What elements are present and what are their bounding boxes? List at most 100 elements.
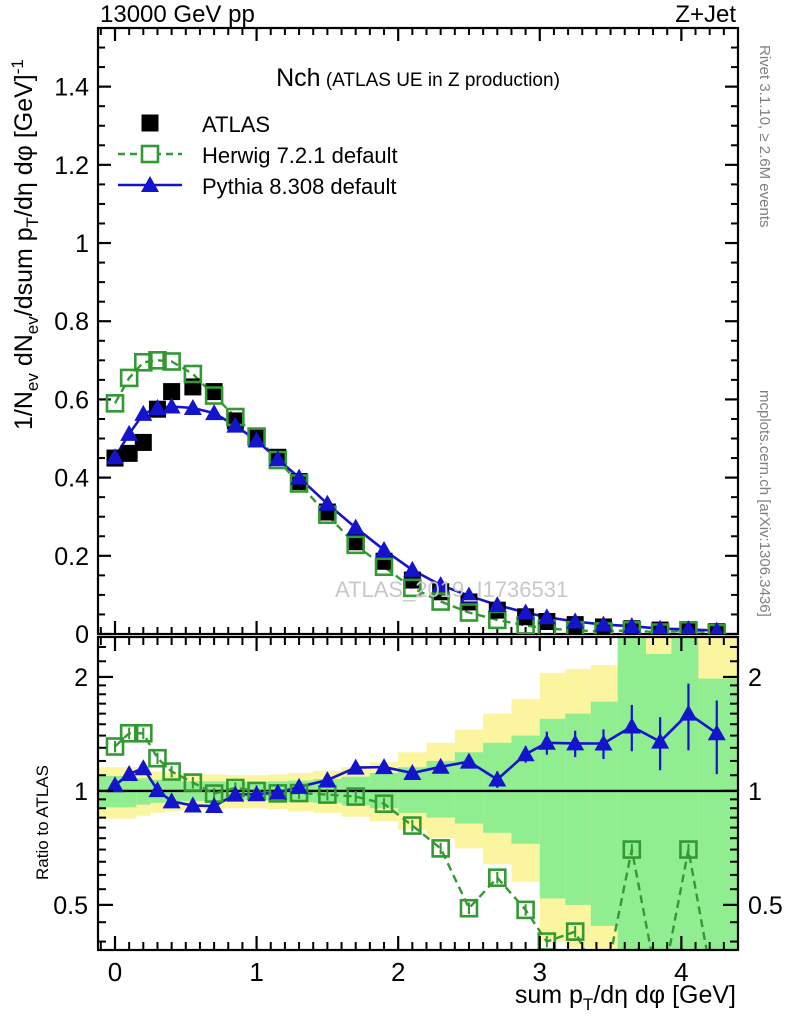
ratio-pythia-marker xyxy=(134,759,153,776)
ratio-herwig-marker xyxy=(374,794,394,814)
pythia-marker xyxy=(652,619,669,634)
ratio-herwig-marker xyxy=(134,723,153,743)
x-tick-label: 4 xyxy=(674,957,688,987)
pythia-marker xyxy=(375,540,394,557)
y-tick-label: 0.8 xyxy=(54,308,89,336)
pythia-marker xyxy=(290,468,309,485)
x-tick-label: 3 xyxy=(533,957,547,987)
x-tick-label: 2 xyxy=(391,957,405,987)
ratio-pythia-marker xyxy=(105,776,124,793)
legend-entry: Herwig 7.2.1 default xyxy=(118,143,398,168)
legend-pythia-marker xyxy=(141,176,159,192)
svg-text:1/Nev dNev/dsum pT/dη dφ [GeV: 1/Nev dNev/dsum pT/dη dφ [GeV]-1 xyxy=(8,59,42,430)
pythia-marker xyxy=(403,560,422,577)
ratio-y-tick-label: 1 xyxy=(74,778,88,806)
legend-herwig-marker xyxy=(140,144,160,164)
ratio-herwig-marker xyxy=(622,840,642,859)
pythia-marker xyxy=(346,518,365,535)
legend-entry: Pythia 8.308 default xyxy=(118,174,396,199)
ratio-pythia-marker xyxy=(679,704,698,721)
atlas-marker xyxy=(163,383,181,401)
ratio-pythia-marker xyxy=(148,781,167,798)
ratio-pythia-marker xyxy=(205,797,224,814)
pythia-marker xyxy=(537,608,556,625)
atlas-marker xyxy=(375,552,393,570)
y-tick-label: 0 xyxy=(75,621,89,649)
pythia-marker xyxy=(268,450,287,467)
ratio-herwig-line xyxy=(114,732,708,950)
y-tick-label: 1.2 xyxy=(54,152,89,180)
legend-label: ATLAS xyxy=(202,112,270,137)
herwig-marker xyxy=(374,557,394,577)
herwig-marker xyxy=(119,368,139,388)
pythia-marker xyxy=(318,494,337,511)
pythia-marker xyxy=(566,612,585,629)
dataset-watermark: ATLAS_2019_I1736531 xyxy=(335,577,568,602)
pythia-marker xyxy=(120,424,139,441)
herwig-marker xyxy=(204,386,224,405)
legend-label: Pythia 8.308 default xyxy=(202,174,396,199)
legend-atlas-marker xyxy=(141,114,159,132)
ratio-pythia-marker xyxy=(247,785,266,802)
pythia-marker xyxy=(709,621,724,634)
ratio-y-tick-label-right: 0.5 xyxy=(748,892,783,920)
ratio-pythia-marker xyxy=(488,770,507,787)
y-tick-label: 0.4 xyxy=(54,465,89,493)
ratio-herwig-marker xyxy=(148,748,167,768)
herwig-marker xyxy=(459,603,479,622)
header-beam-label: 13000 GeV pp xyxy=(100,1,255,28)
ratio-y-tick-label-right: 2 xyxy=(748,664,762,692)
main-plot-title: Nch (ATLAS UE in Z production) xyxy=(276,64,560,92)
atlas-marker xyxy=(120,444,138,462)
ratio-herwig-marker xyxy=(105,737,125,756)
ratio-pythia-marker xyxy=(651,732,670,749)
y-tick-label: 0.2 xyxy=(54,543,89,571)
herwig-marker xyxy=(183,364,203,384)
side-label-rivet: Rivet 3.1.10, ≥ 2.6M events xyxy=(756,45,773,228)
ratio-pythia-marker xyxy=(183,796,202,813)
legend-entry: ATLAS xyxy=(141,112,270,137)
ratio-herwig-marker xyxy=(459,898,479,918)
x-axis-title: sum pT/dη dφ [GeV] xyxy=(515,981,736,1014)
herwig-marker xyxy=(148,351,167,370)
ratio-y-axis-title: Ratio to ATLAS xyxy=(33,765,52,880)
ratio-y-tick-label-right: 1 xyxy=(748,778,762,806)
herwig-marker xyxy=(134,352,153,372)
pythia-marker xyxy=(594,615,613,632)
herwig-marker xyxy=(162,352,181,371)
ratio-pythia-marker xyxy=(594,734,613,751)
herwig-marker xyxy=(403,578,422,598)
ratio-panel-frame xyxy=(96,635,740,952)
ratio-pythia-marker xyxy=(120,765,139,782)
y-tick-label: 0.6 xyxy=(54,386,89,414)
ratio-herwig-marker xyxy=(162,762,181,781)
atlas-marker xyxy=(205,383,223,401)
main-panel-frame xyxy=(96,26,740,636)
pythia-marker xyxy=(148,399,167,416)
ratio-pythia-marker xyxy=(431,757,450,774)
herwig-marker xyxy=(105,394,125,413)
legend: ATLAS Herwig 7.2.1 default Pythia 8.308 de… xyxy=(118,112,398,199)
ratio-herwig-marker xyxy=(565,922,585,941)
ratio-pythia-marker xyxy=(346,758,365,775)
main-plot-panel: 0 0.2 0.4 0.6 0.8 1 1.2 1.4 xyxy=(54,26,740,649)
ratio-pythia-marker xyxy=(290,777,309,794)
ratio-pythia-marker xyxy=(566,734,585,751)
ratio-herwig-marker xyxy=(431,839,450,858)
ratio-herwig-marker xyxy=(119,723,139,743)
ratio-band-inner xyxy=(645,653,672,950)
ratio-plot-panel: 0.5 0.5 1 1 2 2 0 1 2 3 4 xyxy=(53,635,783,987)
x-tick-label: 1 xyxy=(249,957,263,987)
pythia-marker xyxy=(205,404,224,421)
pythia-marker xyxy=(183,399,202,416)
pythia-marker xyxy=(680,620,697,634)
ratio-band-inner xyxy=(671,637,699,950)
ratio-pythia-marker xyxy=(162,792,181,809)
ratio-herwig-marker xyxy=(346,787,365,806)
pythia-marker xyxy=(134,404,153,421)
pythia-marker xyxy=(516,603,535,620)
main-y-axis-title: 1/Nev dNev/dsum pT/dη dφ [GeV]-1 xyxy=(8,59,42,430)
ratio-pythia-marker xyxy=(516,745,535,762)
atlas-marker xyxy=(134,433,152,451)
